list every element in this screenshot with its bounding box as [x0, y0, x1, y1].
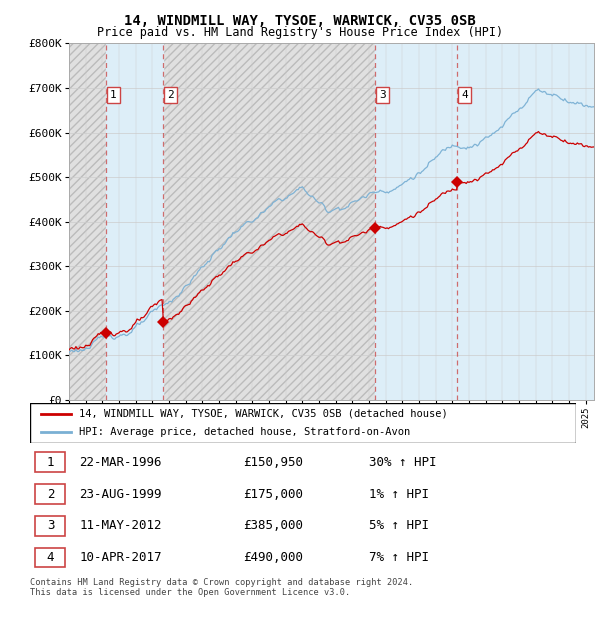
Text: 14, WINDMILL WAY, TYSOE, WARWICK, CV35 0SB: 14, WINDMILL WAY, TYSOE, WARWICK, CV35 0… — [124, 14, 476, 28]
Bar — [375, 43, 457, 400]
Bar — [35, 547, 65, 567]
Text: HPI: Average price, detached house, Stratford-on-Avon: HPI: Average price, detached house, Stra… — [79, 427, 410, 438]
Text: 1% ↑ HPI: 1% ↑ HPI — [368, 487, 428, 500]
Text: 10-APR-2017: 10-APR-2017 — [79, 551, 161, 564]
Text: 1: 1 — [47, 456, 54, 469]
Text: Contains HM Land Registry data © Crown copyright and database right 2024.
This d: Contains HM Land Registry data © Crown c… — [30, 578, 413, 597]
Bar — [457, 43, 594, 400]
Text: £490,000: £490,000 — [243, 551, 303, 564]
Text: 22-MAR-1996: 22-MAR-1996 — [79, 456, 161, 469]
Text: 2: 2 — [167, 90, 174, 100]
Text: 4: 4 — [47, 551, 54, 564]
Text: 11-MAY-2012: 11-MAY-2012 — [79, 520, 161, 533]
Bar — [69, 43, 106, 400]
Bar — [163, 43, 375, 400]
Text: 2: 2 — [47, 487, 54, 500]
Text: 30% ↑ HPI: 30% ↑ HPI — [368, 456, 436, 469]
Text: £175,000: £175,000 — [243, 487, 303, 500]
Bar — [35, 453, 65, 472]
Bar — [106, 43, 163, 400]
Bar — [35, 516, 65, 536]
Text: 3: 3 — [379, 90, 386, 100]
Text: Price paid vs. HM Land Registry's House Price Index (HPI): Price paid vs. HM Land Registry's House … — [97, 26, 503, 39]
Text: 1: 1 — [110, 90, 117, 100]
Text: £150,950: £150,950 — [243, 456, 303, 469]
Text: 3: 3 — [47, 520, 54, 533]
Text: £385,000: £385,000 — [243, 520, 303, 533]
Text: 5% ↑ HPI: 5% ↑ HPI — [368, 520, 428, 533]
Text: 7% ↑ HPI: 7% ↑ HPI — [368, 551, 428, 564]
Text: 4: 4 — [461, 90, 468, 100]
Text: 23-AUG-1999: 23-AUG-1999 — [79, 487, 161, 500]
Text: 14, WINDMILL WAY, TYSOE, WARWICK, CV35 0SB (detached house): 14, WINDMILL WAY, TYSOE, WARWICK, CV35 0… — [79, 409, 448, 419]
Bar — [35, 484, 65, 504]
